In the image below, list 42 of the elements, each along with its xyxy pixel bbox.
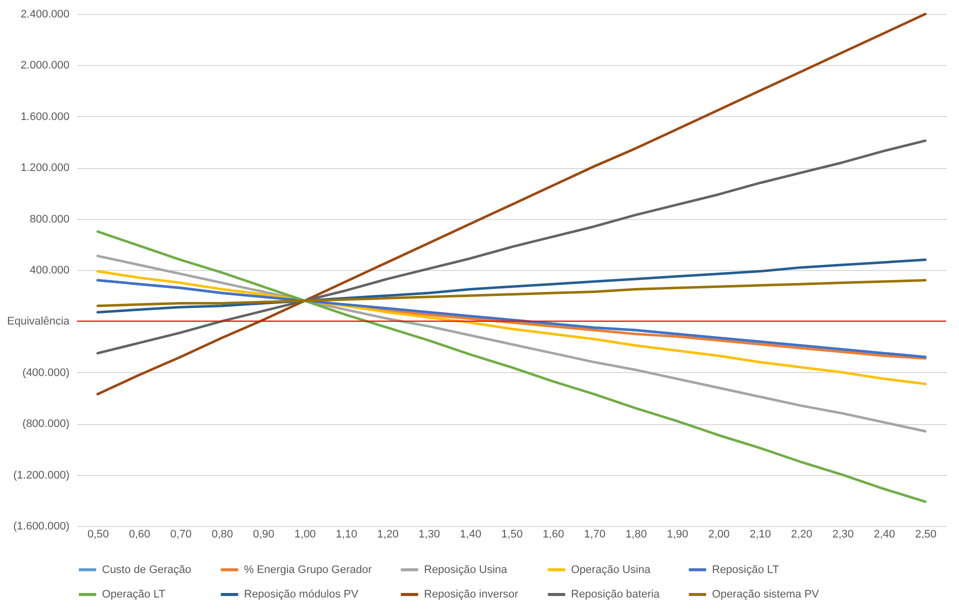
y-tick-label: (800.000) — [22, 418, 70, 430]
x-tick-label: 1,00 — [294, 528, 316, 540]
legend-label: Reposição Usina — [424, 564, 508, 576]
x-tick-label: 0,70 — [170, 528, 192, 540]
x-tick-label: 2,30 — [832, 528, 854, 540]
legend-label: % Energia Grupo Gerador — [244, 564, 372, 576]
y-tick-label: (1.200.000) — [13, 469, 70, 482]
x-tick-label: 0,80 — [212, 528, 234, 540]
y-tick-label: 1.600.000 — [20, 110, 70, 123]
y-tick-label: (400.000) — [22, 366, 70, 379]
x-tick-label: 1,70 — [584, 528, 606, 540]
x-tick-label: 1,90 — [666, 528, 688, 540]
x-tick-label: 1,30 — [418, 528, 440, 540]
y-tick-label: 1.200.000 — [20, 162, 70, 174]
x-tick-label: 2,50 — [915, 528, 937, 540]
legend-label: Operação LT — [102, 588, 166, 600]
x-tick-label: 0,50 — [87, 528, 109, 540]
x-tick-label: 0,90 — [253, 528, 274, 540]
legend-label: Reposição bateria — [571, 588, 661, 600]
x-tick-label: 1,40 — [460, 528, 482, 540]
x-tick-label: 2,00 — [708, 528, 730, 540]
x-tick-label: 1,60 — [542, 528, 564, 540]
x-tick-label: 2,20 — [790, 528, 812, 540]
x-tick-label: 1,80 — [625, 528, 647, 540]
x-tick-label: 2,10 — [750, 528, 771, 540]
x-tick-label: 1,20 — [377, 528, 399, 540]
x-tick-label: 2,40 — [874, 528, 896, 540]
legend-label: Reposição módulos PV — [244, 588, 360, 600]
legend-label: Custo de Geração — [102, 564, 192, 576]
legend-label: Reposição LT — [712, 564, 780, 576]
x-tick-label: 1,50 — [501, 528, 523, 540]
x-tick-label: 0,60 — [128, 528, 150, 540]
x-tick-label: 1,10 — [336, 528, 358, 540]
legend-label: Operação Usina — [571, 564, 652, 576]
y-tick-label: (1.600.000) — [13, 520, 70, 532]
y-tick-label: 2.000.000 — [20, 60, 70, 72]
y-tick-label: 400.000 — [30, 264, 70, 276]
y-tick-label: Equivalência — [7, 316, 70, 328]
legend-label: Reposição inversor — [424, 588, 518, 600]
y-tick-label: 800.000 — [30, 213, 70, 226]
legend-label: Operação sistema PV — [712, 588, 820, 600]
y-tick-label: 2.400.000 — [20, 8, 70, 20]
